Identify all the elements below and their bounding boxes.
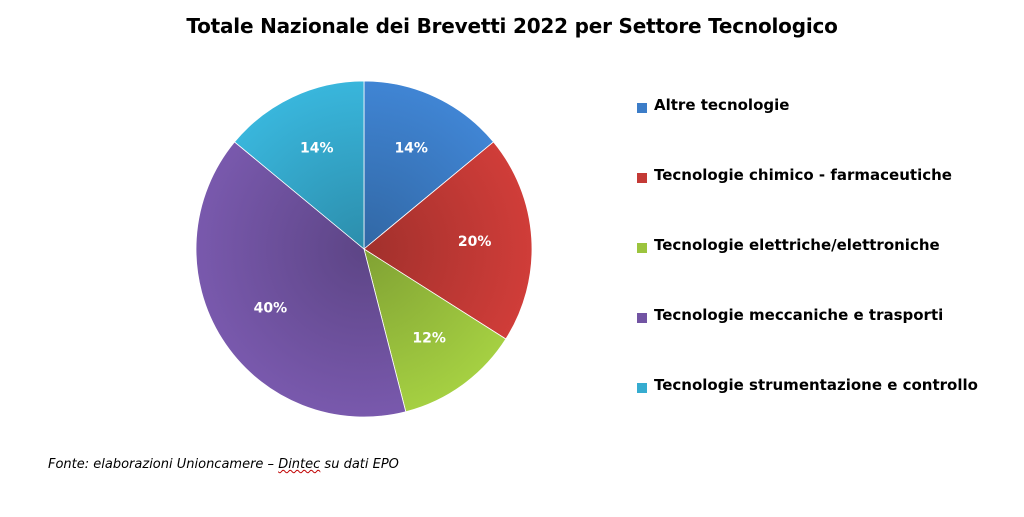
legend-label-altre-tecnologie: Altre tecnologie <box>654 96 790 114</box>
pie-slice-tecnologie-elettriche-elettroniche <box>363 248 507 413</box>
slice-label-tecnologie-elettriche-elettroniche: 12% <box>412 331 446 347</box>
legend-swatch-strumentazione-controllo <box>637 383 647 393</box>
chart-legend: Altre tecnologie Tecnologie chimico - fa… <box>637 96 978 446</box>
source-prefix: Fonte: elaborazioni Unioncamere – <box>48 457 279 472</box>
pie-slice-altre-tecnologie <box>363 80 495 250</box>
slice-label-altre-tecnologie: 14% <box>394 141 428 157</box>
chart-title: Totale Nazionale dei Brevetti 2022 per S… <box>186 14 838 38</box>
source-suffix: su dati EPO <box>320 457 399 472</box>
legend-item-meccaniche-trasporti: Tecnologie meccaniche e trasporti <box>637 306 978 376</box>
source-note: Fonte: elaborazioni Unioncamere – Dintec… <box>48 457 399 472</box>
legend-swatch-altre-tecnologie <box>637 103 647 113</box>
legend-item-altre-tecnologie: Altre tecnologie <box>637 96 978 166</box>
pie-slice-tecnologie-meccaniche-e-trasporti <box>195 141 407 418</box>
legend-item-elettriche-elettroniche: Tecnologie elettriche/elettroniche <box>637 236 978 306</box>
legend-swatch-meccaniche-trasporti <box>637 313 647 323</box>
slice-label-tecnologie-meccaniche-e-trasporti: 40% <box>254 300 288 316</box>
pie-slice-tecnologie-chimico-farmaceutiche <box>363 141 533 340</box>
source-link[interactable]: Dintec <box>278 457 321 472</box>
legend-swatch-chimico-farmaceutiche <box>637 173 647 183</box>
legend-item-chimico-farmaceutiche: Tecnologie chimico - farmaceutiche <box>637 166 978 236</box>
pie-slice-tecnologie-strumentazione-e-controllo <box>233 80 365 250</box>
legend-label-strumentazione-controllo: Tecnologie strumentazione e controllo <box>654 376 978 394</box>
slice-label-tecnologie-chimico-farmaceutiche: 20% <box>458 234 492 250</box>
legend-swatch-elettriche-elettroniche <box>637 243 647 253</box>
legend-label-chimico-farmaceutiche: Tecnologie chimico - farmaceutiche <box>654 166 952 184</box>
legend-item-strumentazione-controllo: Tecnologie strumentazione e controllo <box>637 376 978 446</box>
slice-label-tecnologie-strumentazione-e-controllo: 14% <box>300 141 334 157</box>
legend-label-elettriche-elettroniche: Tecnologie elettriche/elettroniche <box>654 236 940 254</box>
legend-label-meccaniche-trasporti: Tecnologie meccaniche e trasporti <box>654 306 944 324</box>
